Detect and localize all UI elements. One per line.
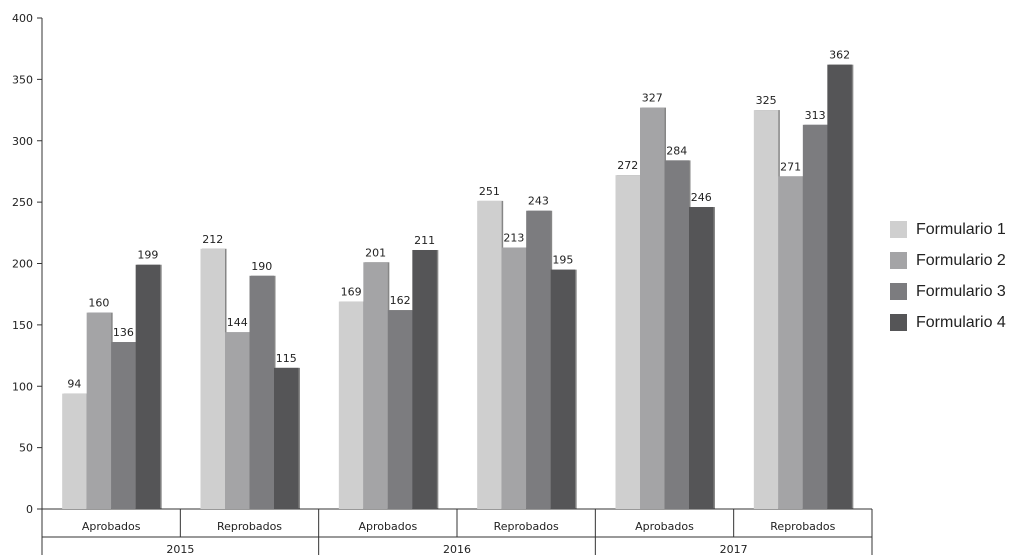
data-label: 212 — [202, 233, 223, 246]
bar — [501, 247, 527, 510]
data-label: 211 — [414, 234, 435, 247]
x-category-label: Aprobados — [358, 520, 417, 533]
y-tick-label: 50 — [19, 442, 33, 455]
bar — [225, 332, 250, 509]
y-tick-label: 100 — [12, 380, 33, 393]
data-label: 251 — [479, 185, 500, 198]
legend-swatch — [890, 221, 907, 238]
bars — [62, 64, 854, 510]
y-tick-label: 350 — [12, 73, 33, 86]
legend-swatch — [890, 283, 907, 300]
legend-label: Formulario 1 — [916, 220, 1006, 238]
bar — [778, 176, 803, 509]
legend-swatch — [890, 252, 907, 269]
legend-label: Formulario 3 — [916, 282, 1006, 300]
bar — [363, 262, 388, 509]
legend-item: Formulario 4 — [890, 307, 1006, 338]
x-category-label: Reprobados — [217, 520, 282, 533]
data-label: 362 — [829, 49, 850, 62]
bar — [664, 160, 689, 509]
axes: 0 50 100 150 200 250 300 350 400 Aprobados Reproba… — [12, 12, 873, 555]
data-label: 190 — [251, 260, 272, 273]
bar — [753, 110, 779, 509]
data-label: 169 — [341, 286, 362, 299]
data-label: 199 — [137, 249, 158, 262]
x-category-label: Aprobados — [82, 520, 141, 533]
bar — [827, 64, 852, 510]
data-label: 201 — [365, 246, 386, 259]
y-tick-label: 200 — [12, 258, 33, 271]
x-category-label: Aprobados — [635, 520, 694, 533]
bar — [640, 107, 665, 510]
x-category-label: Reprobados — [770, 520, 835, 533]
data-label: 160 — [88, 297, 109, 310]
bar — [338, 301, 364, 509]
data-label: 272 — [617, 159, 638, 172]
y-tick-label: 300 — [12, 135, 33, 148]
data-label: 313 — [805, 109, 826, 122]
data-label: 144 — [227, 316, 248, 329]
bar — [274, 367, 299, 509]
bar — [412, 249, 437, 509]
data-label: 246 — [691, 191, 712, 204]
data-label: 243 — [528, 195, 549, 208]
y-tick-label: 400 — [12, 12, 33, 25]
legend-item: Formulario 2 — [890, 245, 1006, 276]
x-group-label: 2015 — [166, 543, 194, 555]
data-label: 213 — [503, 232, 524, 245]
data-label: 271 — [780, 160, 801, 173]
x-category-label: Reprobados — [494, 520, 559, 533]
bar — [249, 275, 274, 509]
bar — [477, 200, 502, 509]
legend-label: Formulario 4 — [916, 313, 1006, 331]
data-label: 195 — [552, 254, 573, 267]
x-group-label: 2016 — [443, 543, 471, 555]
y-tick-label: 0 — [26, 503, 33, 516]
y-tick-label: 250 — [12, 196, 33, 209]
bar — [689, 207, 714, 509]
data-label: 325 — [756, 94, 777, 107]
legend-swatch — [890, 314, 907, 331]
legend-item: Formulario 1 — [890, 214, 1006, 245]
bar — [387, 310, 413, 509]
bar — [200, 248, 225, 509]
bar — [526, 210, 551, 509]
bar — [86, 312, 112, 509]
bar — [135, 264, 161, 509]
data-label: 94 — [67, 378, 81, 391]
data-label: 284 — [666, 144, 687, 157]
bar — [550, 269, 576, 509]
legend: Formulario 1 Formulario 2 Formulario 3 Form… — [890, 214, 1006, 338]
bar — [111, 342, 136, 509]
legend-item: Formulario 3 — [890, 276, 1006, 307]
legend-label: Formulario 2 — [916, 251, 1006, 269]
bar — [62, 393, 87, 509]
x-group-label: 2017 — [720, 543, 748, 555]
bar — [802, 124, 828, 509]
data-label: 136 — [113, 326, 134, 339]
data-labels: 94 160 136 199 212 144 190 115 169 201 162 211 251 21… — [67, 49, 850, 391]
data-label: 162 — [390, 294, 411, 307]
data-label: 115 — [276, 352, 297, 365]
y-tick-label: 150 — [12, 319, 33, 332]
data-label: 327 — [642, 92, 663, 105]
bar — [615, 175, 640, 509]
